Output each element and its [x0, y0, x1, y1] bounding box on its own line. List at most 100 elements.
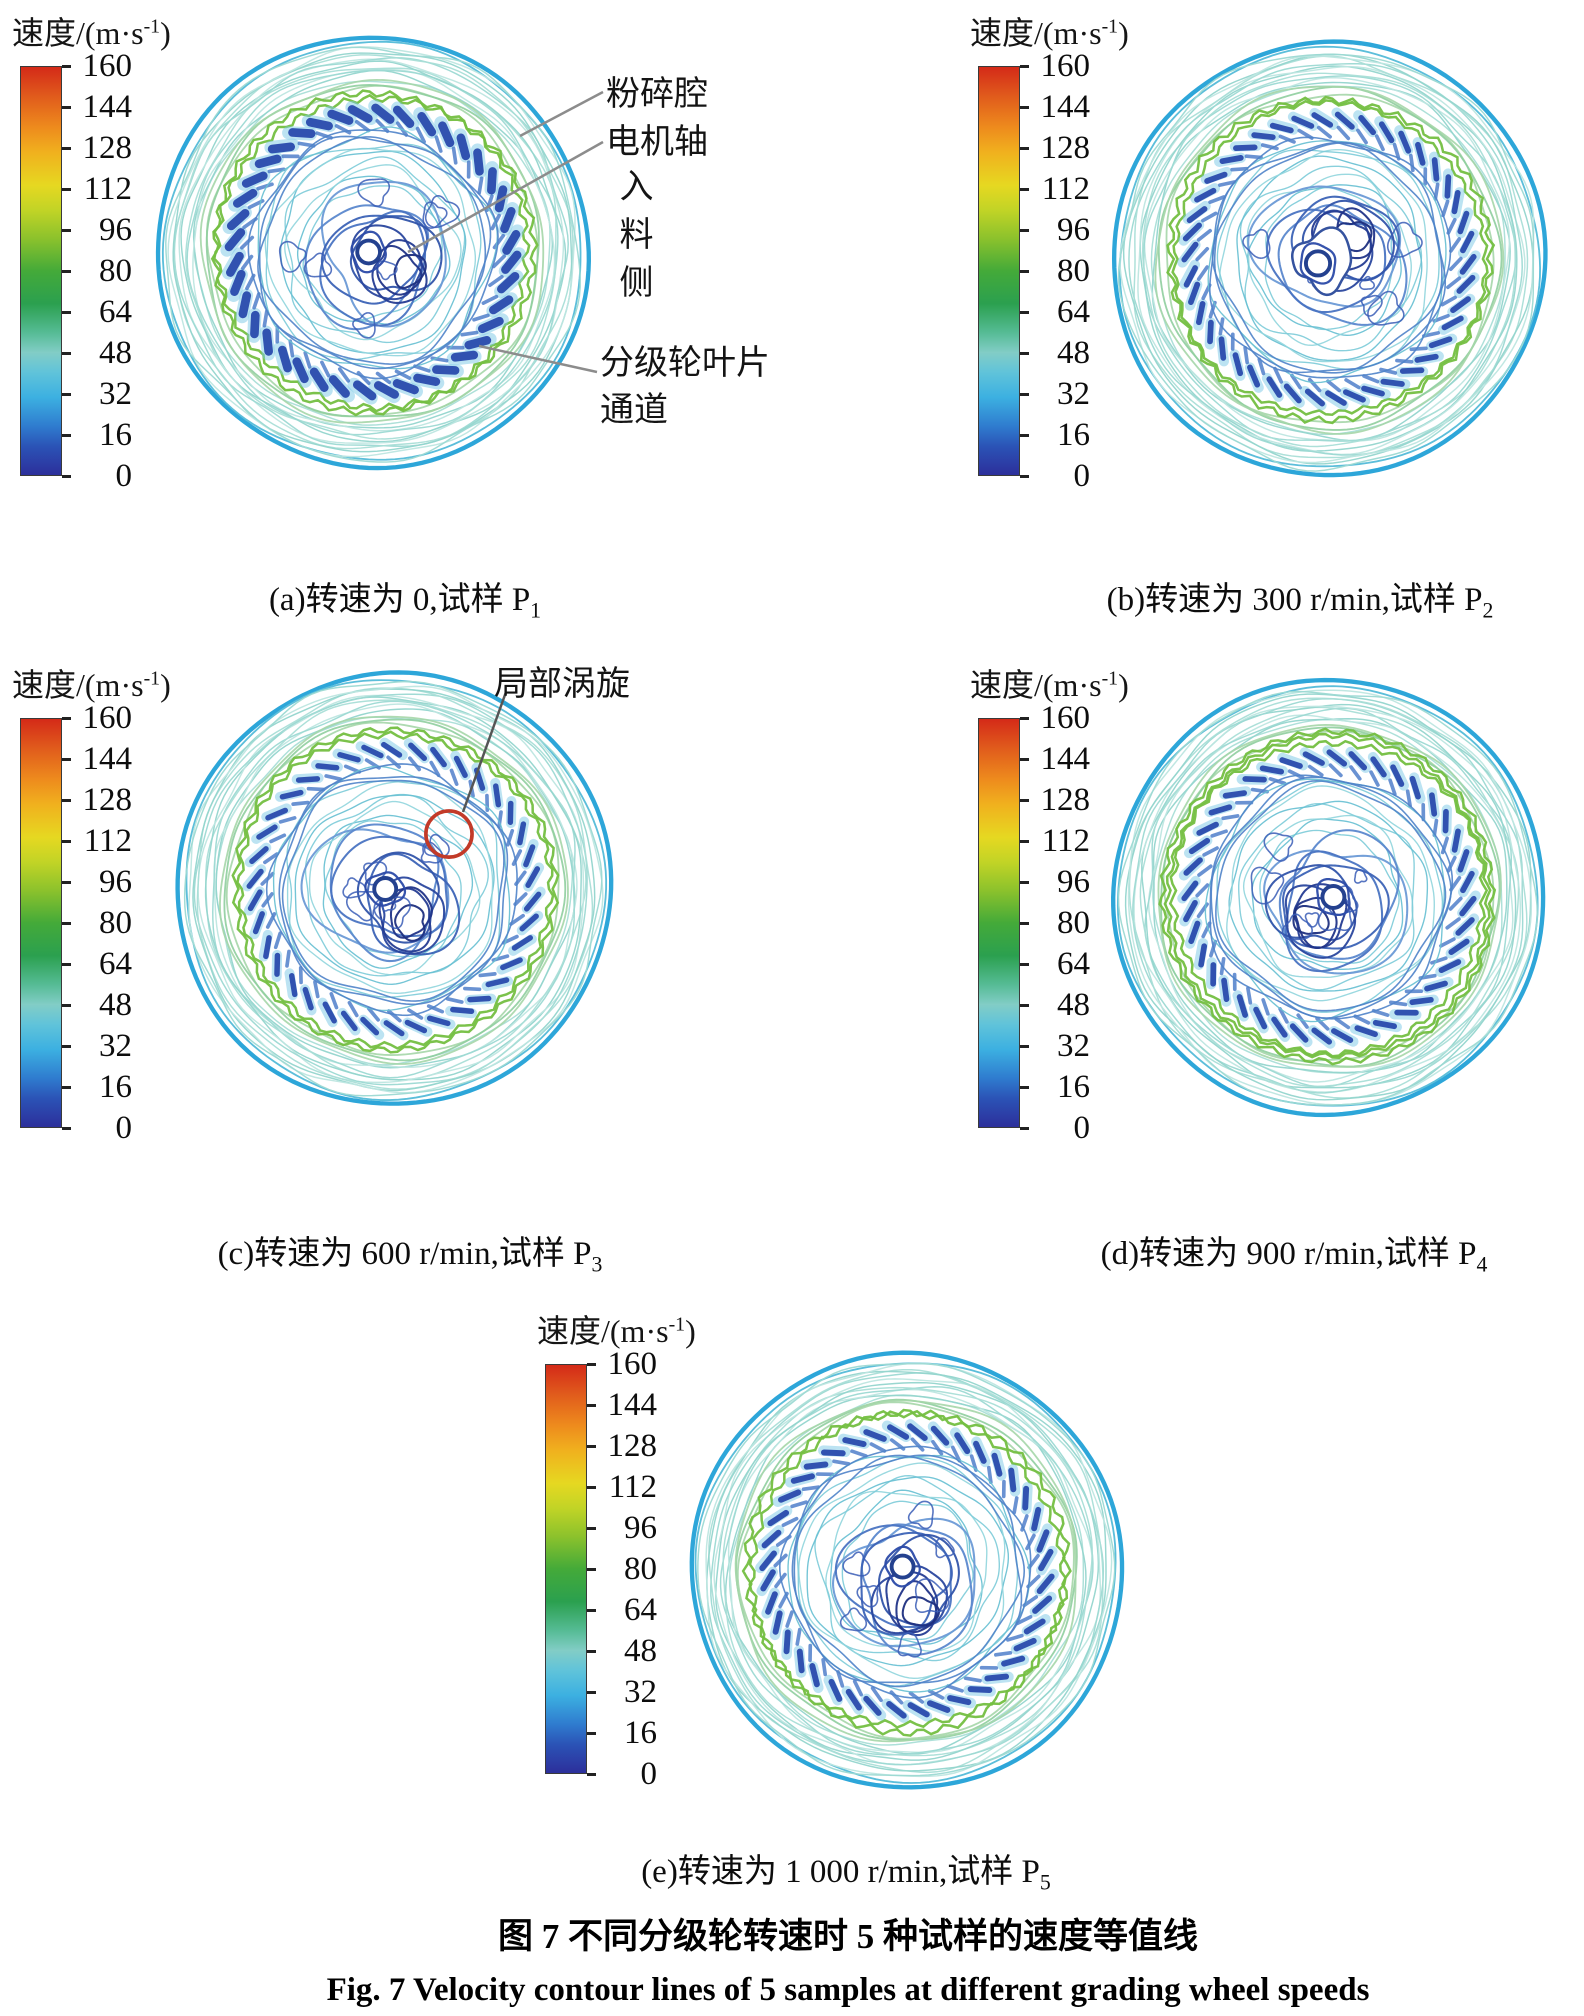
contour-line	[1171, 99, 1489, 417]
colorbar-tick: 144	[607, 1387, 658, 1423]
grading-wheel-blade	[1221, 814, 1240, 821]
grading-wheel-blade	[1183, 899, 1198, 923]
contour-line	[300, 828, 450, 954]
grading-wheel-blade	[1388, 778, 1397, 796]
grading-wheel-blade	[302, 986, 314, 1011]
contour-line	[286, 780, 501, 998]
colorbar-tick-mark	[1020, 270, 1029, 273]
grading-wheel-blade	[1236, 994, 1249, 1018]
grading-wheel-blade	[1370, 756, 1387, 778]
colorbar-tick: 64	[1057, 294, 1090, 330]
contour-line	[357, 178, 391, 207]
contour-line	[322, 814, 474, 969]
grading-wheel-blade	[1195, 301, 1206, 326]
grading-wheel-blade	[415, 126, 426, 144]
grading-wheel-blade	[481, 294, 499, 305]
colorbar-tick-mark	[1020, 147, 1029, 150]
caption-panel-c: (c)转速为 600 r/min,试样 P3	[217, 1236, 603, 1277]
contour-line	[1143, 75, 1517, 442]
grading-wheel-blade	[381, 741, 403, 758]
contour-line	[706, 1370, 1107, 1772]
contour-line	[1317, 895, 1353, 932]
contour-line	[1111, 677, 1546, 1118]
grading-wheel-blade	[1278, 134, 1296, 144]
grading-wheel-blade	[759, 1550, 777, 1572]
grading-wheel-blade	[1296, 1013, 1309, 1029]
colorbar-gradient	[545, 1364, 587, 1774]
contour-line	[330, 835, 449, 938]
grading-wheel-blade	[1230, 166, 1249, 172]
contour-line	[1141, 72, 1516, 448]
grading-wheel-blade	[761, 1529, 782, 1549]
grading-wheel-blade	[456, 133, 471, 161]
contour-line	[884, 1545, 921, 1588]
motor-shaft-hole	[889, 1553, 916, 1580]
grading-wheel-blade	[765, 1591, 778, 1615]
colorbar-tick-mark	[1020, 1086, 1029, 1089]
colorbar-tick: 48	[1057, 987, 1090, 1023]
grading-wheel-blade	[1440, 295, 1457, 307]
grading-wheel-blade	[352, 380, 377, 401]
colorbar-b: 速度/(m·s-1) 160 144 128 112 96 80 64 48 32 16 0	[970, 8, 1185, 494]
grading-wheel-blade	[373, 381, 399, 399]
grading-wheel-blade	[842, 1437, 867, 1448]
grading-wheel-blade	[1183, 265, 1198, 288]
grading-wheel-blade	[477, 176, 484, 195]
grading-wheel-blade	[986, 1465, 993, 1484]
grading-wheel-blade	[767, 1509, 790, 1527]
colorbar-tick-mark	[62, 352, 71, 355]
colorbar-label: 速度/(m·s-1)	[970, 15, 1129, 51]
grading-wheel-blade	[907, 1423, 928, 1442]
grading-wheel-blade	[954, 1432, 971, 1455]
grading-wheel-blade	[907, 1702, 930, 1718]
grading-wheel-blade	[1222, 790, 1248, 799]
grading-wheel-blade	[1182, 222, 1202, 242]
motor-shaft-hole	[1303, 249, 1333, 278]
grading-wheel-blade	[1287, 769, 1305, 780]
colorbar-tick-mark	[1020, 65, 1029, 68]
grading-wheel-blade	[1316, 125, 1332, 139]
grading-wheel-blade	[1349, 765, 1362, 781]
colorbar-tick-mark	[62, 1045, 71, 1048]
grading-wheel-blade	[910, 1437, 925, 1452]
contour-line	[393, 253, 427, 289]
grading-wheel-blade	[347, 105, 373, 123]
grading-wheel-blade	[1307, 764, 1324, 777]
grading-wheel-blade	[1036, 1573, 1055, 1595]
grading-wheel-blade	[1369, 770, 1380, 787]
grading-wheel-blade	[394, 369, 412, 380]
contour-line	[161, 40, 582, 461]
grading-wheel-blade	[845, 1688, 862, 1711]
grading-wheel-blade	[1446, 276, 1462, 290]
grading-wheel-blade	[991, 1452, 1003, 1477]
contour-line	[806, 1476, 1010, 1667]
grading-wheel-blade	[926, 1700, 951, 1713]
contour-line	[1360, 294, 1383, 317]
contour-line	[825, 1490, 988, 1652]
contour-line	[1282, 864, 1390, 950]
grading-wheel-blade	[230, 269, 246, 296]
grading-wheel-blade	[1371, 1008, 1390, 1017]
contour-line	[180, 60, 567, 443]
grading-wheel-blade	[523, 844, 536, 868]
grading-wheel-blade	[329, 992, 339, 1010]
grading-wheel-blade	[927, 1689, 945, 1700]
grading-wheel-blade	[246, 868, 264, 889]
colorbar-tick: 96	[1057, 864, 1090, 900]
grading-wheel-blade	[931, 1439, 944, 1456]
colorbar-tick-mark	[62, 963, 71, 966]
colorbar-tick-labels: 160 144 128 112 96 80 64 48 32 16 0	[66, 48, 133, 494]
contour-line	[1144, 707, 1513, 1088]
grading-wheel-blade	[497, 810, 503, 829]
grading-wheel-blade	[278, 816, 297, 824]
contour-line	[796, 1456, 1019, 1687]
contour-line	[1143, 76, 1511, 442]
grading-wheel-blade	[1201, 211, 1218, 223]
grading-wheel-blade	[1448, 938, 1470, 956]
contour-line	[1226, 785, 1435, 1002]
colorbar-tick-mark	[587, 1568, 596, 1571]
grading-wheel-blade	[1315, 1016, 1330, 1031]
annotation-local-vortex: 局部涡旋	[494, 666, 630, 703]
grading-wheel-blade	[337, 752, 361, 763]
grading-wheel-blade	[305, 117, 333, 131]
